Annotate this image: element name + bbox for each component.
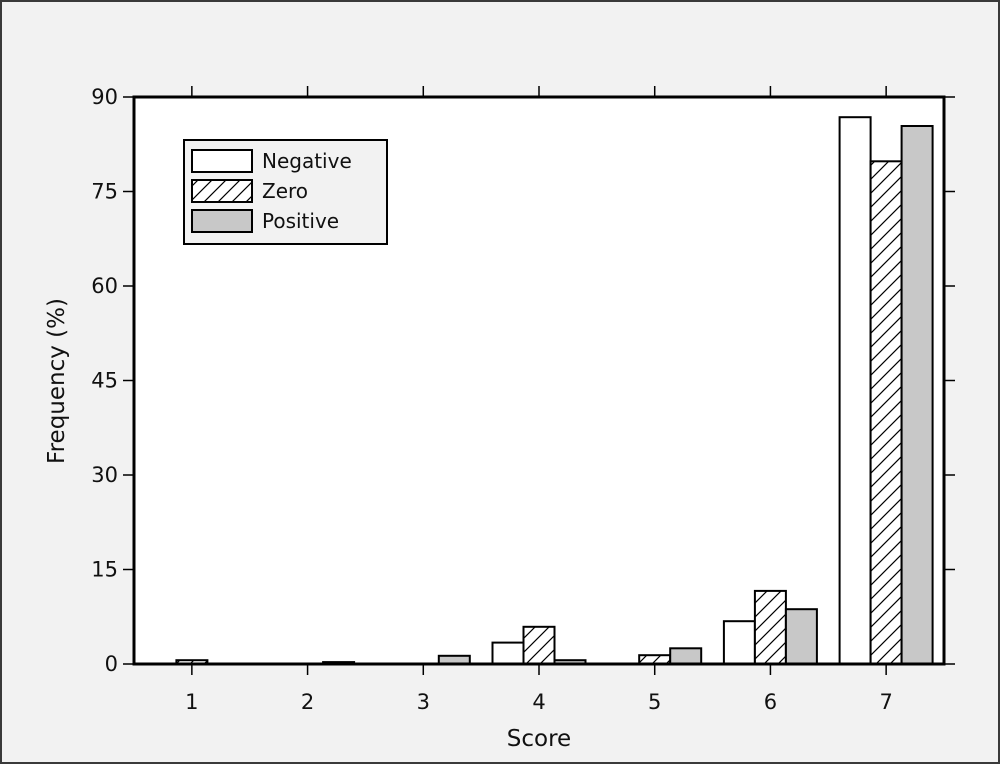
bar-zero-4 <box>522 625 556 665</box>
y-tick-label-75: 75 <box>91 180 118 204</box>
x-tick-label-5: 5 <box>648 690 661 714</box>
x-tick-label-3: 3 <box>417 690 430 714</box>
bars-group <box>175 116 934 666</box>
ticks-group <box>123 86 955 675</box>
y-tick-label-0: 0 <box>105 652 118 676</box>
legend-swatch-positive <box>191 209 253 233</box>
bar-zero-7 <box>869 160 903 666</box>
y-tick-label-15: 15 <box>91 558 118 582</box>
bar-negative-7 <box>838 116 872 665</box>
x-tick-label-7: 7 <box>879 690 892 714</box>
y-axis-label: Frequency (%) <box>44 298 70 464</box>
x-tick-label-2: 2 <box>301 690 314 714</box>
bar-positive-7 <box>900 125 934 665</box>
bar-positive-5 <box>669 647 703 666</box>
x-axis-label: Score <box>507 726 571 752</box>
legend-swatch-zero <box>191 179 253 203</box>
x-tick-label-6: 6 <box>764 690 777 714</box>
y-tick-label-45: 45 <box>91 369 118 393</box>
bar-positive-6 <box>784 608 818 666</box>
y-tick-label-60: 60 <box>91 274 118 298</box>
bar-negative-4 <box>491 641 525 665</box>
bar-zero-6 <box>753 589 787 666</box>
y-tick-label-30: 30 <box>91 463 118 487</box>
x-tick-label-1: 1 <box>185 690 198 714</box>
legend-swatch-negative <box>191 149 253 173</box>
legend-label-positive: Positive <box>262 209 339 233</box>
legend-label-zero: Zero <box>262 179 308 203</box>
legend-label-negative: Negative <box>262 149 352 173</box>
legend: Negative Zero Positive <box>183 139 388 245</box>
bar-negative-6 <box>722 620 756 666</box>
y-tick-label-90: 90 <box>91 85 118 109</box>
x-tick-label-4: 4 <box>532 690 545 714</box>
